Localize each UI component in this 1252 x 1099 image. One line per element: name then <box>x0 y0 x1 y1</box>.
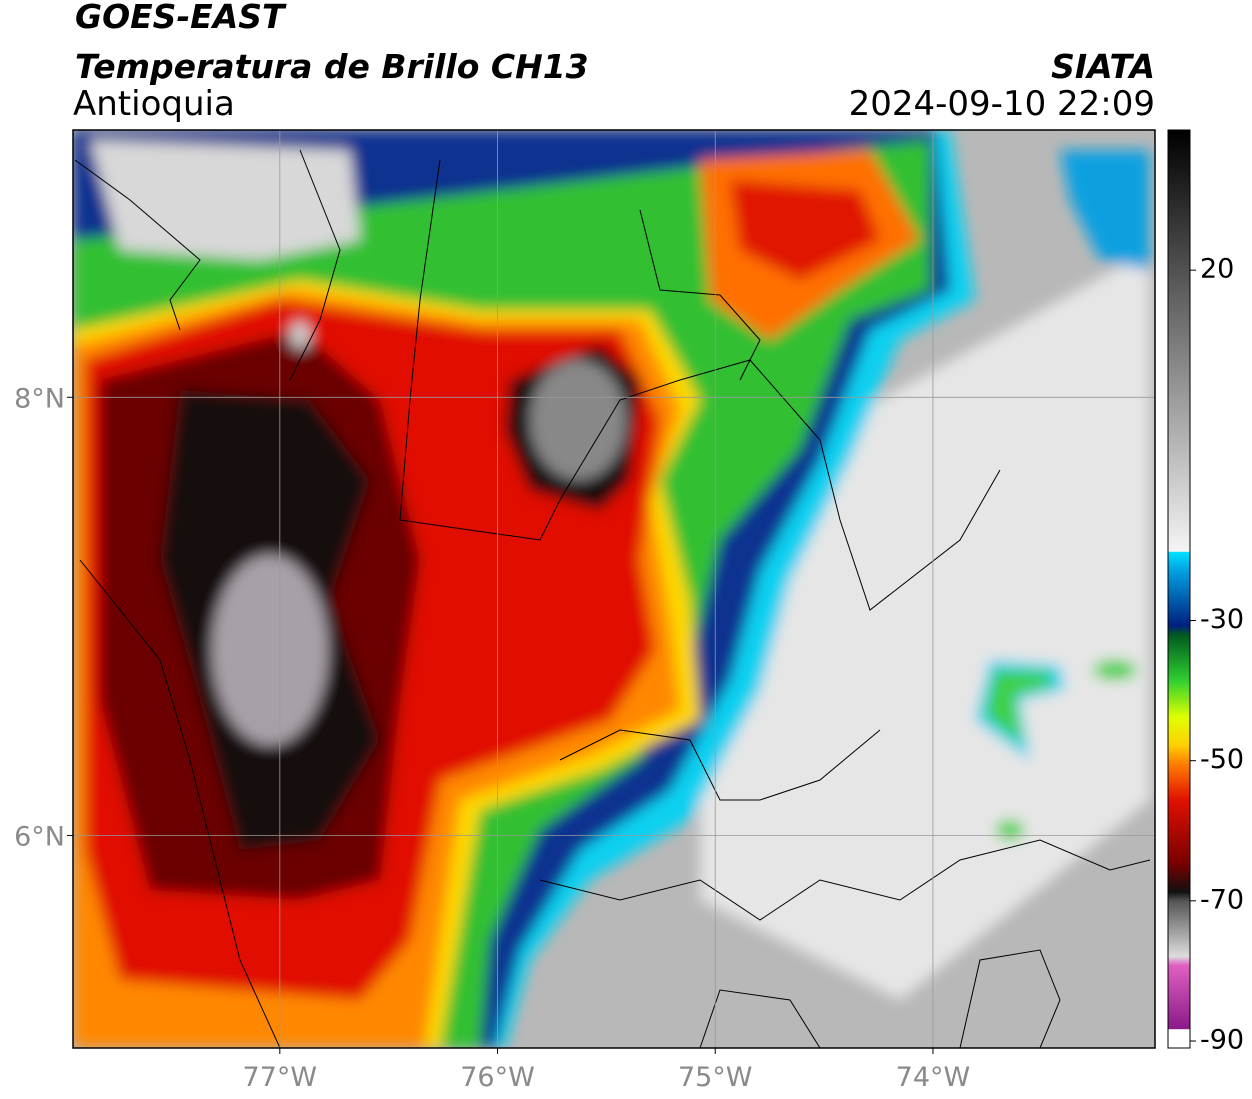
colorbar <box>1167 129 1191 1049</box>
x-tick-label: 77°W <box>243 1062 318 1093</box>
subtitle: Temperatura de Brillo CH13 <box>75 47 589 86</box>
colorbar-tick-label: -50 <box>1200 744 1244 775</box>
title: GOES-EAST <box>75 0 287 36</box>
colorbar-tick-label: -70 <box>1200 884 1244 915</box>
x-tick-label: 74°W <box>896 1062 971 1093</box>
datetime: 2024-09-10 22:09 <box>849 84 1155 124</box>
y-tick-label: 6°N <box>14 821 65 852</box>
region: Antioquia <box>73 84 235 124</box>
map-frame <box>72 129 1156 1049</box>
x-tick-label: 75°W <box>678 1062 753 1093</box>
y-tick-label: 8°N <box>14 383 65 414</box>
grid <box>73 130 1155 1048</box>
source: SIATA <box>1051 47 1155 86</box>
colorbar-tick-label: -90 <box>1200 1024 1244 1055</box>
colorbar-tick-label: -30 <box>1200 604 1244 635</box>
x-tick-label: 76°W <box>460 1062 535 1093</box>
satellite-image <box>73 130 1155 1048</box>
colorbar-tick-label: 20 <box>1200 254 1234 285</box>
